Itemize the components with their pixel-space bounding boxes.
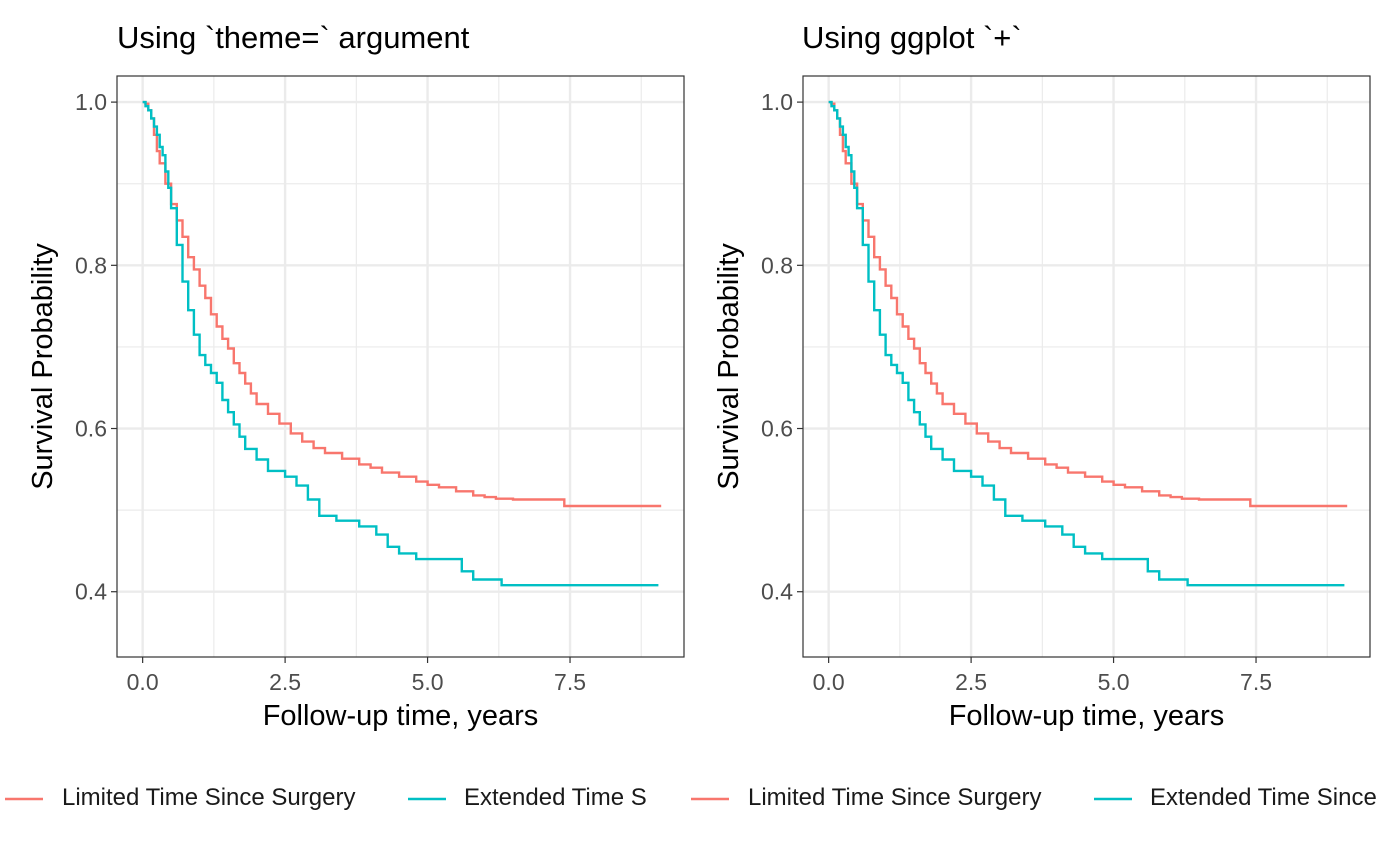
legend-label-limited: Limited Time Since Surgery [748,784,1042,811]
x-tick-label: 0.0 [127,669,159,695]
y-tick-label: 0.4 [761,579,793,605]
y-tick-label: 0.4 [75,579,107,605]
x-tick-label: 7.5 [554,669,586,695]
y-tick-label: 0.8 [75,252,107,278]
plot-panel-border [116,75,685,658]
series-line-limited [142,100,662,508]
chart-title: Using `theme=` argument [117,20,470,55]
chart-panel-ggplot-plus: Using ggplot `+` 0.0 2.5 5.0 7.5 0.4 0.6 0.8 1.… [686,0,1400,865]
axes: 0.0 2.5 5.0 7.5 0.4 0.6 0.8 1.0 Follow-up time, … [713,89,1272,732]
x-tick-label: 7.5 [1240,669,1272,695]
y-axis-title: Survival Probability [27,243,59,490]
y-tick-label: 0.8 [761,252,793,278]
y-axis-title: Survival Probability [713,243,745,490]
grid-lines [117,76,684,657]
plot-panel-border [802,75,1371,658]
axes: 0.0 2.5 5.0 7.5 0.4 0.6 0.8 1.0 Follow-up time, … [27,89,586,732]
x-tick-label: 5.0 [1098,669,1130,695]
plot-svg: 0.0 2.5 5.0 7.5 0.4 0.6 0.8 1.0 Follow-up time, … [691,75,1371,801]
legend-label-extended: Extended Time Since [1150,784,1377,811]
series-lines [828,100,1348,587]
x-tick-label: 2.5 [269,669,301,695]
y-tick-label: 0.6 [761,416,793,442]
chart-panel-theme-argument: Using `theme=` argument 0.0 2.5 5.0 7.5 0.4 0… [0,0,688,865]
x-tick-label: 0.0 [813,669,845,695]
series-line-extended [828,100,1345,587]
y-tick-label: 1.0 [75,89,107,115]
y-tick-label: 1.0 [761,89,793,115]
x-tick-label: 5.0 [412,669,444,695]
chart-title: Using ggplot `+` [802,20,1022,55]
y-tick-label: 0.6 [75,416,107,442]
x-tick-label: 2.5 [955,669,987,695]
grid-lines [803,76,1370,657]
plot-svg: 0.0 2.5 5.0 7.5 0.4 0.6 0.8 1.0 Follow-up time, … [5,75,685,801]
series-lines [142,100,662,587]
legend-label-extended: Extended Time S [464,784,647,811]
legend-label-limited: Limited Time Since Surgery [62,784,356,811]
series-line-limited [828,100,1348,508]
x-axis-title: Follow-up time, years [949,700,1225,732]
series-line-extended [142,100,659,587]
x-axis-title: Follow-up time, years [263,700,539,732]
